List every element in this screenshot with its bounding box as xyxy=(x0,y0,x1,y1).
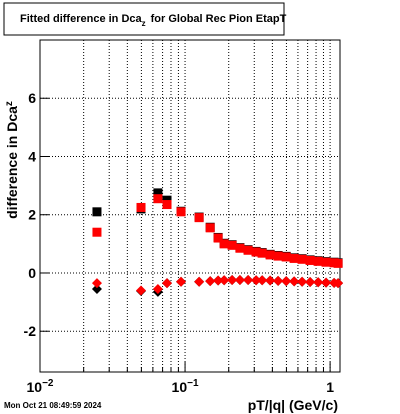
diamond-marker xyxy=(227,274,238,285)
square-marker xyxy=(92,207,102,217)
diamond-marker xyxy=(321,277,332,288)
plot-border xyxy=(39,39,341,373)
diamond-marker xyxy=(273,275,284,286)
diamond-marker xyxy=(313,277,324,288)
y-tick-label: 6 xyxy=(28,90,36,106)
title-box xyxy=(3,2,285,36)
diamond-marker xyxy=(91,284,102,294)
square-marker xyxy=(153,194,163,204)
y-tick-label: -2 xyxy=(24,323,37,339)
square-marker xyxy=(235,243,245,253)
square-marker xyxy=(265,250,275,260)
x-tick-exponent: −1 xyxy=(187,378,199,389)
y-label-subscript: z xyxy=(4,101,15,106)
square-marker xyxy=(321,257,331,267)
square-marker xyxy=(92,227,102,237)
diamond-marker xyxy=(281,276,292,287)
square-marker xyxy=(333,258,343,268)
diamond-marker xyxy=(219,275,230,286)
square-marker xyxy=(257,248,267,258)
x-tick-base: 1 xyxy=(326,379,334,395)
square-marker xyxy=(305,255,315,265)
diamond-marker xyxy=(162,278,173,289)
square-marker xyxy=(176,207,186,217)
plot-frame xyxy=(40,40,340,372)
square-marker xyxy=(194,213,204,223)
y-label-text: difference in Dca xyxy=(4,106,20,219)
x-tick-label: 1 xyxy=(326,379,334,395)
x-tick-label: 10−1 xyxy=(172,378,199,395)
x-axis-label: pT/|q| (GeV/c) xyxy=(248,397,338,413)
x-tick-base: 10 xyxy=(27,379,43,395)
square-marker xyxy=(219,239,229,249)
chart-title: Fitted difference in Dcaz for Global Rec … xyxy=(20,13,287,28)
square-marker xyxy=(281,252,291,262)
square-marker xyxy=(313,256,323,266)
square-marker xyxy=(162,200,172,210)
title-text: Fitted difference in Dca xyxy=(20,13,143,25)
title-subscript: z xyxy=(142,19,146,28)
diamond-marker xyxy=(265,275,276,286)
footer-date: Mon Oct 21 08:49:59 2024 xyxy=(4,401,102,410)
diamond-marker xyxy=(251,275,262,286)
square-marker xyxy=(243,245,253,255)
y-tick-label: 4 xyxy=(28,148,36,164)
square-marker xyxy=(136,202,146,212)
diamond-marker xyxy=(243,274,254,285)
y-axis-label: difference in Dcaz xyxy=(4,101,20,219)
diamond-marker xyxy=(289,276,300,287)
x-tick-label: 10−2 xyxy=(27,378,54,395)
square-marker xyxy=(213,233,223,243)
y-tick-label: 2 xyxy=(28,207,36,223)
diamond-marker xyxy=(205,276,216,287)
x-tick-exponent: −2 xyxy=(42,378,54,389)
square-marker xyxy=(297,254,307,264)
diamond-marker xyxy=(297,276,308,287)
diamond-marker xyxy=(194,276,205,287)
square-marker xyxy=(205,223,215,233)
diamond-marker xyxy=(333,278,344,289)
diamond-marker xyxy=(257,275,268,286)
diamond-marker xyxy=(213,275,224,286)
square-marker xyxy=(289,253,299,263)
square-marker xyxy=(153,188,163,198)
diamond-marker xyxy=(176,276,187,287)
title-text: for Global Rec Pion EtapT xyxy=(151,13,287,25)
diamond-marker xyxy=(305,277,316,288)
diamond-marker xyxy=(234,274,245,285)
diamond-marker xyxy=(91,278,102,289)
diamond-marker xyxy=(152,284,163,294)
square-marker xyxy=(273,251,283,261)
diamond-marker xyxy=(136,285,147,296)
square-marker xyxy=(251,247,261,257)
y-tick-label: 0 xyxy=(28,265,36,281)
x-tick-base: 10 xyxy=(172,379,188,395)
square-marker xyxy=(227,240,237,250)
